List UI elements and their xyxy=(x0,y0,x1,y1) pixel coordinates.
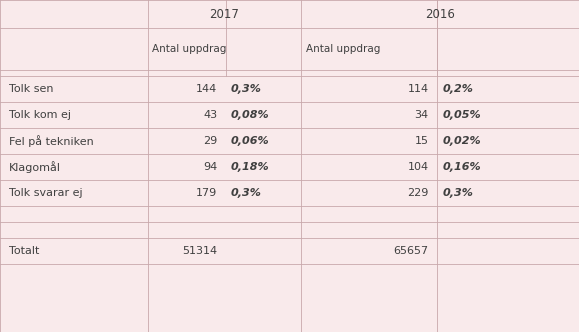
Text: 0,3%: 0,3% xyxy=(230,84,261,94)
Text: 29: 29 xyxy=(203,136,217,146)
Text: 0,05%: 0,05% xyxy=(443,110,482,120)
Text: 2016: 2016 xyxy=(425,8,455,21)
Text: 65657: 65657 xyxy=(393,246,428,256)
Text: 94: 94 xyxy=(203,162,217,172)
Text: Klagomål: Klagomål xyxy=(9,161,61,173)
Text: 144: 144 xyxy=(196,84,217,94)
Text: 0,3%: 0,3% xyxy=(230,188,261,198)
Text: Antal uppdrag: Antal uppdrag xyxy=(306,44,380,54)
Text: 0,16%: 0,16% xyxy=(443,162,482,172)
Text: 0,18%: 0,18% xyxy=(230,162,269,172)
Text: 114: 114 xyxy=(408,84,428,94)
Text: 34: 34 xyxy=(415,110,428,120)
Text: Totalt: Totalt xyxy=(9,246,39,256)
Text: 0,2%: 0,2% xyxy=(443,84,474,94)
Text: 51314: 51314 xyxy=(182,246,217,256)
Text: 0,06%: 0,06% xyxy=(230,136,269,146)
Text: Fel på tekniken: Fel på tekniken xyxy=(9,135,93,147)
Text: 0,3%: 0,3% xyxy=(443,188,474,198)
Text: 0,02%: 0,02% xyxy=(443,136,482,146)
Text: Tolk sen: Tolk sen xyxy=(9,84,53,94)
Text: Tolk svarar ej: Tolk svarar ej xyxy=(9,188,82,198)
Text: 179: 179 xyxy=(196,188,217,198)
Text: Tolk kom ej: Tolk kom ej xyxy=(9,110,71,120)
Text: 0,08%: 0,08% xyxy=(230,110,269,120)
Text: 43: 43 xyxy=(203,110,217,120)
Text: 15: 15 xyxy=(415,136,428,146)
Text: 104: 104 xyxy=(408,162,428,172)
Text: 229: 229 xyxy=(407,188,428,198)
Text: Antal uppdrag: Antal uppdrag xyxy=(152,44,226,54)
Text: 2017: 2017 xyxy=(210,8,239,21)
